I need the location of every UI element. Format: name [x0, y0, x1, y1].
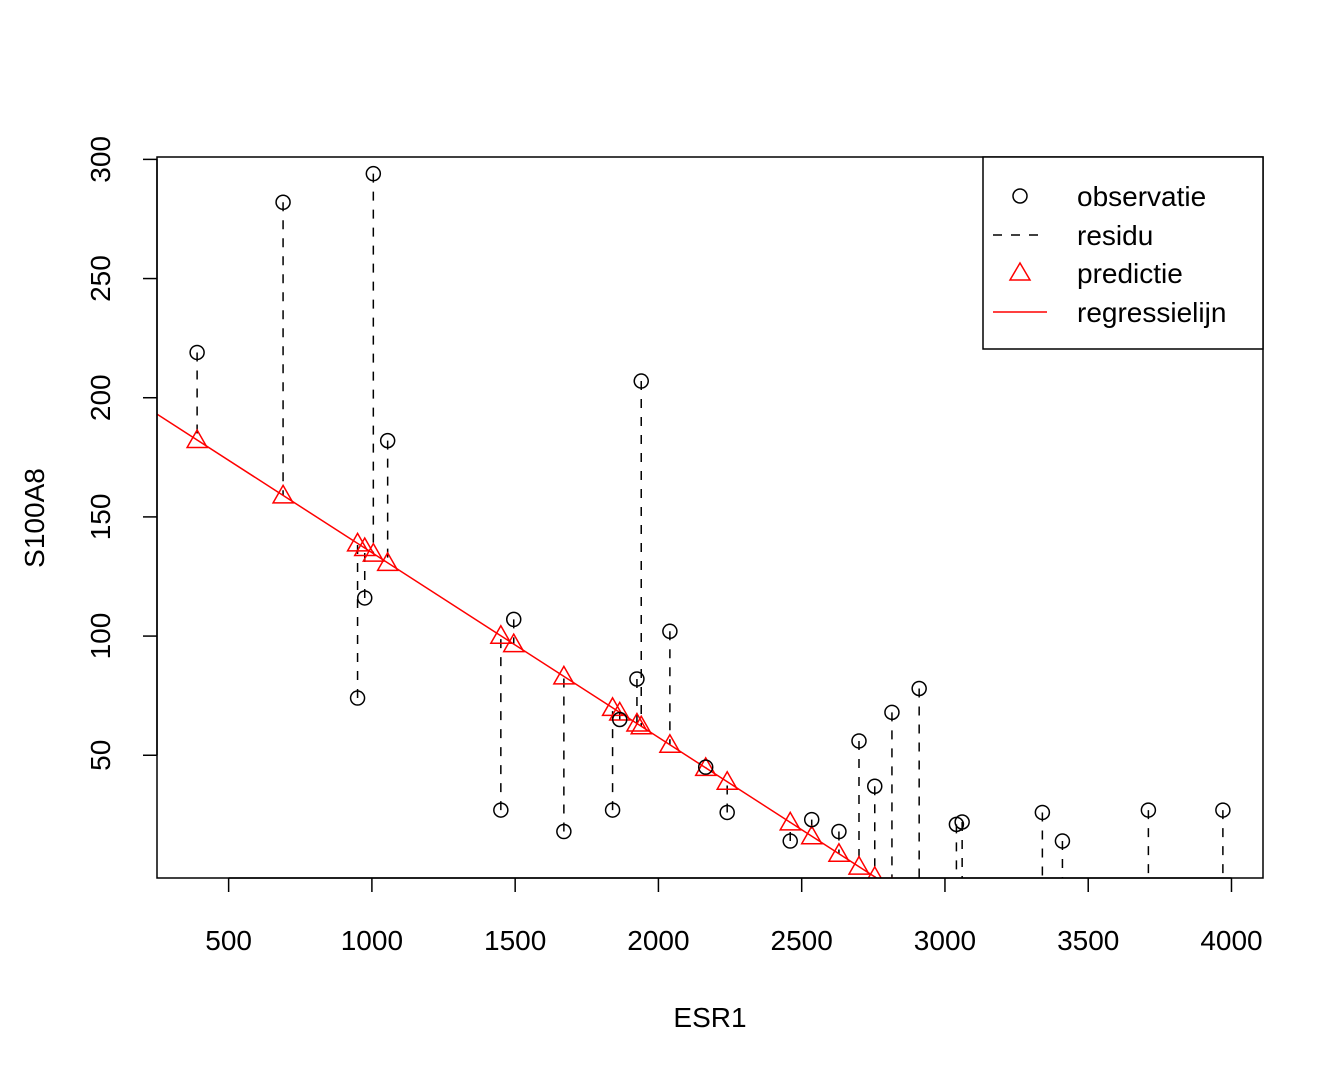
prediction-point	[271, 483, 295, 504]
regression-layer	[157, 413, 878, 878]
y-tick-label: 250	[85, 255, 116, 302]
x-tick-label: 2000	[627, 925, 689, 956]
prediction-point	[376, 551, 399, 572]
prediction-point	[1032, 975, 1052, 993]
observation-point	[1034, 804, 1051, 821]
observation-point	[629, 671, 645, 687]
observation-point	[867, 778, 883, 794]
regression-line	[157, 413, 878, 878]
prediction-point	[552, 664, 576, 685]
y-tick-label: 100	[85, 613, 116, 660]
prediction-point	[353, 536, 377, 557]
legend: observatie residu predictie regressielij…	[982, 156, 1264, 350]
observation-point	[493, 802, 509, 818]
y-tick-label: 300	[85, 136, 116, 183]
observation-point	[189, 344, 205, 361]
observation-point	[356, 590, 373, 606]
observations-layer	[189, 165, 1231, 849]
legend-label-regression: regressielijn	[1077, 297, 1226, 328]
y-axis-title: S100A8	[19, 468, 50, 568]
prediction-point	[891, 876, 893, 878]
observation-point	[1140, 802, 1157, 818]
prediction-point	[1052, 988, 1072, 1006]
prediction-point	[827, 842, 851, 862]
y-tick-label: 50	[85, 740, 116, 771]
predictions-layer	[185, 428, 1158, 1061]
observation-point	[697, 759, 714, 775]
prediction-point	[362, 542, 385, 562]
x-tick-label: 500	[205, 925, 252, 956]
prediction-point	[625, 712, 649, 732]
prediction-point	[778, 810, 802, 831]
prediction-point	[629, 714, 653, 735]
observation-point	[505, 611, 522, 628]
observation-point	[782, 833, 798, 849]
observation-point	[831, 823, 847, 840]
observation-point	[911, 680, 927, 697]
observation-point	[556, 823, 572, 840]
observation-point	[1054, 833, 1071, 849]
x-tick-label: 4000	[1200, 925, 1262, 956]
legend-label-prediction: predictie	[1077, 258, 1183, 289]
prediction-point	[694, 756, 717, 777]
observation-point	[803, 811, 820, 828]
x-tick-label: 1500	[484, 925, 546, 956]
prediction-point	[1138, 1043, 1158, 1061]
x-tick-label: 2500	[771, 925, 833, 956]
observation-point	[884, 704, 900, 721]
prediction-point	[185, 428, 209, 449]
observation-point	[275, 194, 291, 211]
prediction-point	[867, 865, 882, 878]
prediction-point	[658, 733, 682, 754]
observation-point	[719, 804, 735, 821]
observation-point	[954, 814, 970, 830]
x-axis: 500 1000 1500 2000 2500 3000 3500 4000	[205, 877, 1263, 956]
prediction-point	[502, 632, 526, 653]
observation-point	[851, 733, 867, 749]
residuals-layer	[196, 173, 1224, 878]
observation-point	[633, 373, 649, 389]
legend-observation-symbol	[1012, 188, 1028, 204]
observation-point	[611, 711, 628, 728]
observation-point	[365, 165, 382, 182]
observation-point	[379, 432, 396, 449]
observation-point	[604, 802, 621, 818]
y-axis: 50 100 150 200 250 300	[85, 136, 158, 771]
prediction-point	[847, 855, 871, 875]
legend-label-residual: residu	[1077, 220, 1153, 251]
prediction-point	[715, 770, 739, 790]
observation-point	[1215, 802, 1231, 818]
x-tick-label: 1000	[341, 925, 403, 956]
y-tick-label: 150	[85, 494, 116, 541]
x-tick-label: 3000	[914, 925, 976, 956]
prediction-point	[608, 700, 632, 721]
prediction-point	[909, 895, 929, 913]
observation-point	[662, 623, 678, 640]
x-tick-label: 3500	[1057, 925, 1119, 956]
prediction-point	[489, 624, 513, 645]
legend-box	[982, 156, 1264, 350]
observation-point	[349, 690, 366, 706]
y-tick-label: 200	[85, 374, 116, 421]
legend-prediction-symbol	[1008, 261, 1032, 281]
x-axis-title: ESR1	[673, 1002, 746, 1033]
prediction-point	[800, 824, 824, 845]
legend-label-observation: observatie	[1077, 181, 1206, 212]
